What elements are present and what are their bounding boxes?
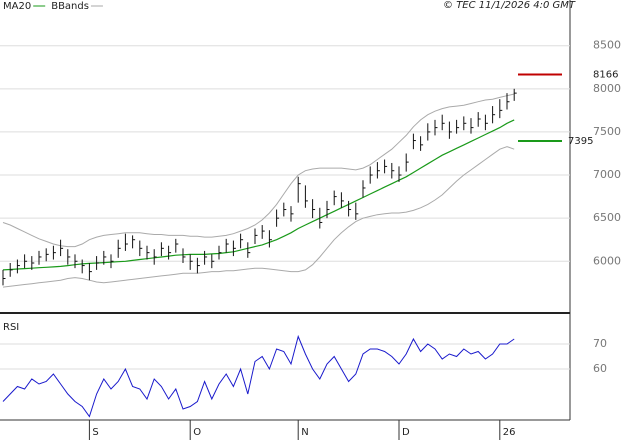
level-label: 8166 [593,69,618,80]
level-label: 7395 [568,136,593,147]
band-line [2,93,515,248]
y-tick-label: 7000 [593,168,621,181]
x-tick-label: D [402,427,410,438]
y-tick-label: 6500 [593,211,621,224]
panel-title: RSI [3,322,19,333]
legend-label: MA20 [3,1,31,12]
y-tick-label: 6000 [593,254,621,267]
rsi-line [2,334,515,418]
x-tick-label: 26 [503,427,516,438]
y-tick-label: 7500 [593,125,621,138]
x-tick-label: O [193,427,201,438]
legend-label: BBands [51,1,89,12]
ma-line [2,119,515,271]
y-tick-label: 8000 [593,82,621,95]
y-tick-label: 8500 [593,39,621,52]
band-line [2,146,515,288]
x-tick-label: N [301,427,308,438]
chart-title: © TEC 11/1/2026 4:0 GMT [443,0,576,11]
x-tick-label: S [92,427,98,438]
y-tick-label: 60 [593,362,607,375]
y-tick-label: 70 [593,337,607,350]
